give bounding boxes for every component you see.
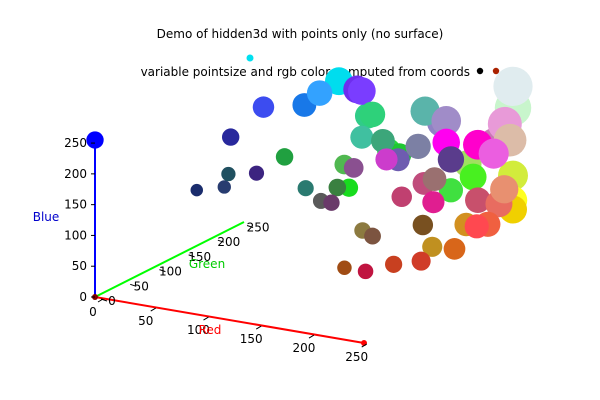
red-axis-tick: [308, 334, 315, 339]
data-point: [385, 255, 403, 273]
data-point: [422, 191, 445, 214]
green-axis-tick-label: 250: [247, 220, 270, 234]
data-point: [221, 166, 236, 182]
red-axis-tick-label: 150: [240, 332, 263, 346]
data-point: [275, 148, 294, 166]
data-point: [437, 146, 465, 173]
red-axis-label: Red: [199, 323, 222, 337]
red-axis-tick: [255, 325, 262, 330]
green-axis-tick-label: 100: [159, 265, 182, 279]
key-swatch: [476, 67, 484, 75]
red-axis-end-point: [361, 340, 367, 346]
data-point: [391, 186, 412, 208]
blue-axis-tick-label: 0: [79, 290, 87, 304]
green-axis-tick: [246, 224, 254, 228]
green-axis-line: [94, 221, 245, 298]
data-point: [221, 128, 240, 146]
green-axis-tick: [100, 298, 108, 302]
data-point: [337, 260, 352, 275]
key-marker: [246, 54, 254, 62]
data-point: [350, 125, 374, 149]
red-axis-tick-label: 100: [187, 323, 210, 337]
data-point: [347, 77, 376, 105]
data-point: [464, 214, 489, 239]
data-point: [411, 251, 431, 271]
data-point: [490, 175, 519, 204]
red-axis-tick-label: 0: [89, 305, 97, 319]
blue-axis-tick-label: 50: [72, 259, 87, 273]
data-point: [343, 158, 364, 178]
red-axis-tick: [361, 343, 367, 348]
data-point: [431, 106, 462, 136]
green-axis-label: Green: [189, 257, 225, 271]
data-point: [328, 178, 347, 197]
blue-axis-tick-label: 100: [64, 228, 87, 242]
blue-axis-tick-label: 250: [64, 136, 87, 150]
red-axis-tick-label: 50: [138, 314, 153, 328]
data-point: [190, 183, 203, 197]
red-axis-tick: [150, 307, 157, 312]
data-point: [459, 163, 487, 191]
data-point: [405, 133, 431, 160]
data-point: [422, 236, 443, 257]
green-axis-tick: [217, 239, 225, 243]
data-point: [375, 148, 398, 171]
red-axis-tick-label: 200: [293, 341, 316, 355]
data-point: [465, 187, 491, 214]
data-point: [364, 227, 381, 245]
blue-axis-tick-label: 150: [64, 198, 87, 212]
data-point: [371, 128, 395, 153]
blue-axis-tick-label: 200: [64, 167, 87, 181]
data-point: [323, 194, 340, 211]
data-point: [412, 214, 434, 236]
red-axis-line: [94, 296, 365, 344]
green-axis-tick-label: 200: [217, 235, 240, 249]
red-axis-tick-label: 250: [345, 350, 368, 364]
data-point: [297, 180, 314, 197]
data-point: [359, 101, 386, 128]
ticks-layer: 0 50 100 150 200 250 0 50 100 150 200 250 0 50 100 150 2…: [64, 136, 368, 364]
chart-title: Demo of hidden3d with points only (no su…: [157, 27, 444, 41]
data-point: [493, 66, 533, 106]
red-axis-tick: [203, 316, 209, 321]
data-point: [217, 180, 231, 194]
points-layer: [86, 66, 533, 280]
green-axis-tick: [188, 254, 195, 258]
data-point: [422, 167, 447, 191]
key-label: variable pointsize and rgb color compute…: [141, 65, 470, 79]
green-axis-tick-label: 0: [108, 294, 116, 308]
data-point: [252, 96, 275, 118]
data-point: [306, 80, 333, 106]
green-axis-tick: [159, 269, 166, 273]
green-axis-tick-label: 150: [188, 250, 211, 264]
data-point: [478, 138, 509, 169]
data-point: [443, 238, 466, 260]
green-axis-tick-label: 50: [134, 279, 149, 293]
data-point: [357, 263, 374, 280]
green-axis-tick: [130, 283, 137, 287]
key-swatch: [492, 67, 500, 75]
blue-axis-label: Blue: [33, 210, 60, 224]
data-point: [248, 165, 265, 181]
